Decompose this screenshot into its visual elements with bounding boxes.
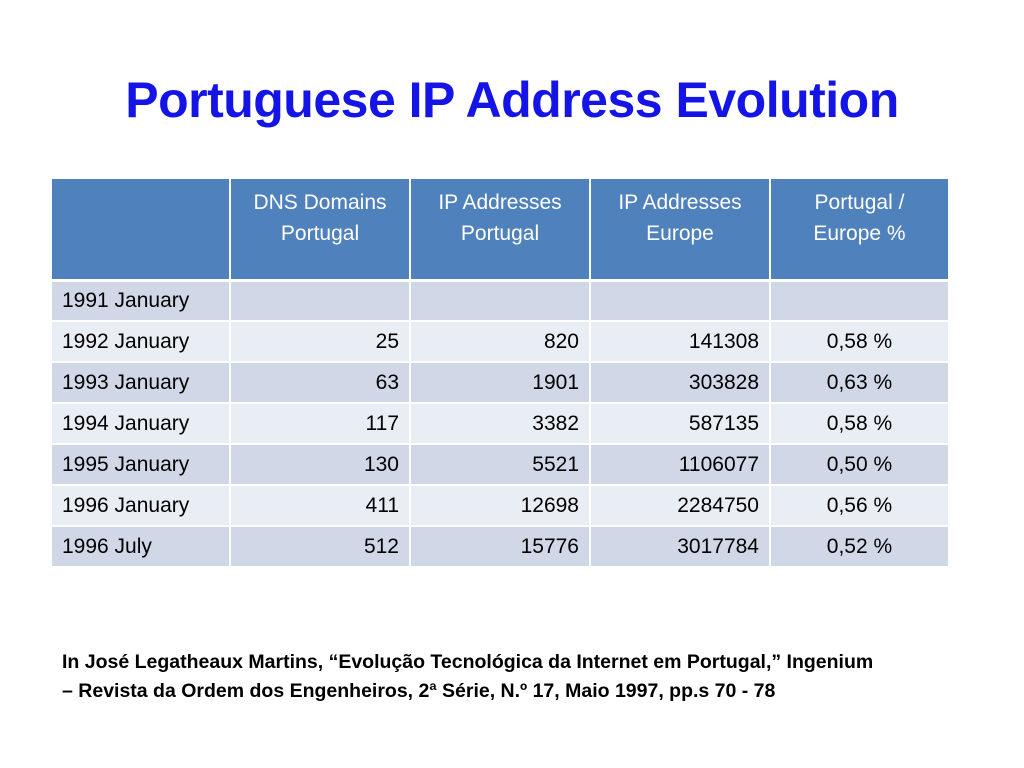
cell-dns-domains: 411: [230, 485, 411, 527]
table-row: 1991 January: [52, 280, 948, 322]
cell-ip-europe: 587135: [590, 403, 771, 445]
cell-dns-domains: 512: [230, 526, 411, 568]
cell-ip-europe: 303828: [590, 362, 771, 404]
cell-date: 1992 January: [52, 321, 231, 363]
cell-date: 1996 July: [52, 526, 231, 568]
table-row: 1996 January 411 12698 2284750 0,56 %: [52, 485, 948, 527]
table-row: 1994 January 117 3382 587135 0,58 %: [52, 403, 948, 445]
cell-ip-europe: 1106077: [590, 444, 771, 486]
header-line: IP Addresses: [618, 191, 742, 214]
header-line: Portugal: [460, 222, 540, 245]
cell-ip-portugal: 1901: [410, 362, 591, 404]
citation: In José Legatheaux Martins, “Evolução Te…: [62, 648, 992, 706]
header-line: Portugal: [280, 222, 360, 245]
cell-pt-eu-percent: 0,58 %: [770, 403, 948, 445]
header-row: DNS Domains Portugal IP Addresses Portug…: [52, 179, 948, 282]
cell-pt-eu-percent: 0,63 %: [770, 362, 948, 404]
header-line: Europe %: [813, 222, 906, 245]
cell-pt-eu-percent: 0,50 %: [770, 444, 948, 486]
cell-date: 1996 January: [52, 485, 231, 527]
cell-dns-domains: 117: [230, 403, 411, 445]
header-cell-pt-eu-percent: Portugal / Europe %: [770, 179, 948, 282]
table-row: 1993 January 63 1901 303828 0,63 %: [52, 362, 948, 404]
table-row: 1996 July 512 15776 3017784 0,52 %: [52, 526, 948, 568]
slide-title: Portuguese IP Address Evolution: [125, 72, 899, 128]
cell-pt-eu-percent: 0,58 %: [770, 321, 948, 363]
cell-ip-portugal: 12698: [410, 485, 591, 527]
citation-line: – Revista da Ordem dos Engenheiros, 2ª S…: [62, 680, 776, 702]
citation-line: In José Legatheaux Martins, “Evolução Te…: [62, 651, 874, 673]
table-row: 1992 January 25 820 141308 0,58 %: [52, 321, 948, 363]
cell-ip-europe: 2284750: [590, 485, 771, 527]
cell-dns-domains: 130: [230, 444, 411, 486]
header-cell-ip-portugal: IP Addresses Portugal: [410, 179, 591, 282]
table-header: DNS Domains Portugal IP Addresses Portug…: [52, 179, 948, 282]
cell-ip-portugal: 820: [410, 321, 591, 363]
cell-date: 1993 January: [52, 362, 231, 404]
cell-date: 1995 January: [52, 444, 231, 486]
cell-date: 1991 January: [52, 280, 231, 322]
header-line: Portugal /: [814, 191, 905, 214]
cell-pt-eu-percent: 0,56 %: [770, 485, 948, 527]
ip-address-table: DNS Domains Portugal IP Addresses Portug…: [52, 179, 948, 568]
header-cell-ip-europe: IP Addresses Europe: [590, 179, 771, 282]
header-line: DNS Domains: [253, 191, 387, 214]
cell-ip-europe: [590, 280, 771, 322]
cell-date: 1994 January: [52, 403, 231, 445]
cell-ip-portugal: 15776: [410, 526, 591, 568]
table-body: 1991 January 1992 January 25 820 141308 0,58 …: [52, 280, 948, 568]
header-cell-date: [52, 179, 231, 282]
cell-ip-portugal: 5521: [410, 444, 591, 486]
cell-dns-domains: 25: [230, 321, 411, 363]
header-line: Europe: [646, 222, 714, 245]
cell-ip-europe: 141308: [590, 321, 771, 363]
cell-dns-domains: 63: [230, 362, 411, 404]
header-cell-dns-domains: DNS Domains Portugal: [230, 179, 411, 282]
cell-ip-europe: 3017784: [590, 526, 771, 568]
table-row: 1995 January 130 5521 1106077 0,50 %: [52, 444, 948, 486]
cell-pt-eu-percent: 0,52 %: [770, 526, 948, 568]
cell-ip-portugal: 3382: [410, 403, 591, 445]
cell-dns-domains: [230, 280, 411, 322]
header-line: IP Addresses: [438, 191, 562, 214]
cell-ip-portugal: [410, 280, 591, 322]
cell-pt-eu-percent: [770, 280, 948, 322]
